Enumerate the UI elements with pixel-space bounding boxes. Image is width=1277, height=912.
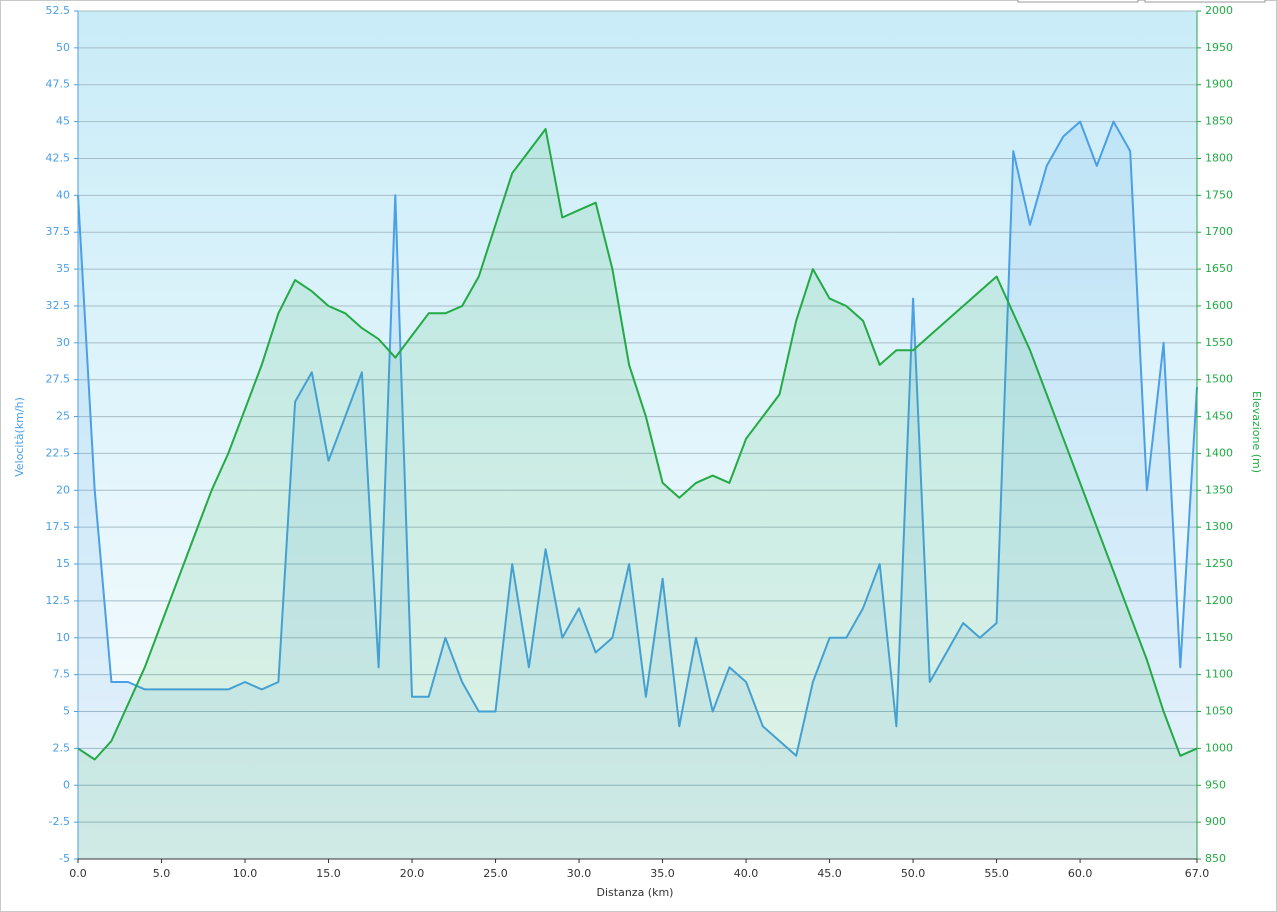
x-tick-label: 35.0 <box>650 867 675 880</box>
y2-tick-label: 1100 <box>1205 668 1233 681</box>
x-tick-label: 55.0 <box>984 867 1009 880</box>
y-tick-label: 37.5 <box>46 225 71 238</box>
y2-tick-label: 1250 <box>1205 557 1233 570</box>
y-tick-label: 45 <box>56 115 70 128</box>
y-tick-label: 7.5 <box>53 668 71 681</box>
x-axis-label: Distanza (km) <box>597 886 674 899</box>
y-tick-label: 47.5 <box>46 78 71 91</box>
y2-tick-label: 1600 <box>1205 299 1233 312</box>
y-tick-label: 25 <box>56 410 70 423</box>
x-tick-label: 30.0 <box>567 867 592 880</box>
x-tick-label: 60.0 <box>1068 867 1093 880</box>
y2-tick-label: 1000 <box>1205 741 1233 754</box>
y-tick-label: 32.5 <box>46 299 71 312</box>
y2-tick-label: 900 <box>1205 815 1226 828</box>
y-tick-label: 15 <box>56 557 70 570</box>
y-tick-label: -2.5 <box>49 815 70 828</box>
x-tick-label: 50.0 <box>901 867 926 880</box>
line <box>77 128 1198 761</box>
y2-tick-label: 1050 <box>1205 705 1233 718</box>
area <box>78 121 1197 860</box>
y2-tick-label: 1800 <box>1205 151 1233 164</box>
button[interactable] <box>1144 0 1266 3</box>
y2-tick-label: 1750 <box>1205 188 1233 201</box>
y2-tick-label: 1300 <box>1205 520 1233 533</box>
y-tick-label: 10 <box>56 631 70 644</box>
y-tick-label: 20 <box>56 483 70 496</box>
y2-tick-label: 1850 <box>1205 115 1233 128</box>
y-tick-label: 52.5 <box>46 4 71 17</box>
y-tick-label: 27.5 <box>46 373 71 386</box>
y2-tick-label: 1150 <box>1205 631 1233 644</box>
button[interactable] <box>1017 0 1139 3</box>
y-tick-label: -5 <box>59 852 70 865</box>
y2-tick-label: 1500 <box>1205 373 1233 386</box>
y2-tick-label: 1400 <box>1205 446 1233 459</box>
y-tick-label: 35 <box>56 262 70 275</box>
x-tick-label: 0.0 <box>69 867 87 880</box>
y-tick-label: 42.5 <box>46 151 71 164</box>
y-tick-label: 50 <box>56 41 70 54</box>
y2-tick-label: 1550 <box>1205 336 1233 349</box>
x-tick-label: 67.0 <box>1185 867 1210 880</box>
y2-tick-label: 1900 <box>1205 78 1233 91</box>
y-tick-label: 40 <box>56 188 70 201</box>
y-tick-label: 2.5 <box>53 741 71 754</box>
y-axis-label: Velocità(km/h) <box>13 397 26 477</box>
y2-tick-label: 2000 <box>1205 4 1233 17</box>
x-tick-label: 45.0 <box>817 867 842 880</box>
area <box>78 129 1197 859</box>
x-tick-label: 5.0 <box>153 867 171 880</box>
line <box>77 120 1198 757</box>
y2-tick-label: 950 <box>1205 778 1226 791</box>
y-tick-label: 22.5 <box>46 446 71 459</box>
x-tick-label: 25.0 <box>483 867 508 880</box>
y-tick-label: 30 <box>56 336 70 349</box>
y2-tick-label: 850 <box>1205 852 1226 865</box>
y-tick-label: 12.5 <box>46 594 71 607</box>
x-tick-label: 20.0 <box>400 867 425 880</box>
y2-tick-label: 1650 <box>1205 262 1233 275</box>
y-tick-label: 17.5 <box>46 520 71 533</box>
y-tick-label: 5 <box>63 705 70 718</box>
x-tick-label: 10.0 <box>233 867 258 880</box>
y2-tick-label: 1200 <box>1205 594 1233 607</box>
x-tick-label: 15.0 <box>316 867 341 880</box>
y2-tick-label: 1700 <box>1205 225 1233 238</box>
y2-tick-label: 1350 <box>1205 483 1233 496</box>
y2-tick-label: 1450 <box>1205 410 1233 423</box>
y-tick-label: 0 <box>63 778 70 791</box>
plot-area <box>78 11 1197 859</box>
y2-tick-label: 1950 <box>1205 41 1233 54</box>
y2-axis-label: Elevazione (m) <box>1250 391 1263 473</box>
x-tick-label: 40.0 <box>734 867 759 880</box>
